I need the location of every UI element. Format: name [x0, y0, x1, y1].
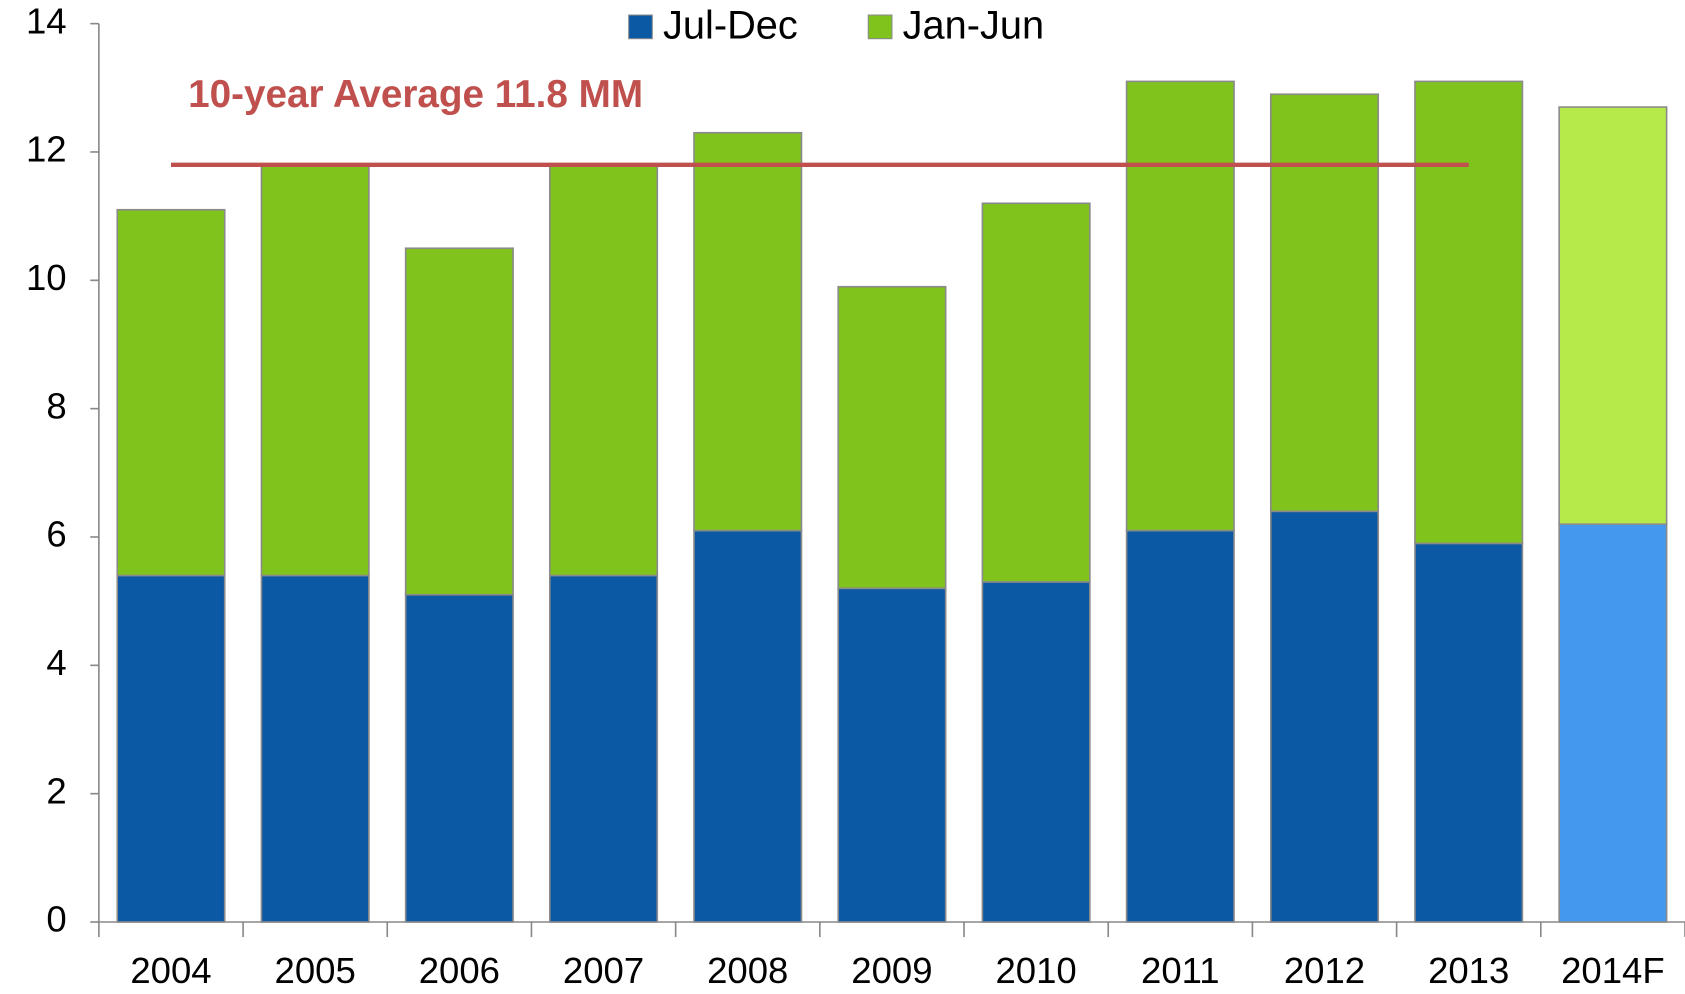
bar-segment	[260, 574, 370, 923]
bar-segment	[1558, 106, 1668, 525]
bar-segment	[549, 164, 659, 577]
y-tick-label: 6	[46, 514, 66, 555]
bar-segment	[116, 574, 226, 923]
bar-segment	[1269, 93, 1380, 513]
bar-segment	[1414, 80, 1524, 545]
x-tick-label: 2011	[1141, 950, 1220, 991]
x-tick-label: 2005	[275, 950, 356, 991]
average-label: 10-year Average 11.8 MM	[188, 73, 643, 116]
x-tick-label: 2009	[851, 950, 932, 991]
bar-segment	[116, 208, 226, 577]
bar-segment	[549, 574, 659, 923]
bar-segment	[404, 247, 514, 596]
bar-segment	[1125, 529, 1235, 923]
bar-segment	[693, 131, 803, 532]
x-tick-label: 2014F	[1561, 950, 1665, 991]
bar-segment	[837, 587, 947, 923]
bar-segment	[1414, 542, 1524, 923]
y-tick-label: 8	[46, 385, 66, 426]
x-tick-label: 2007	[563, 950, 644, 991]
bar-segment	[693, 529, 803, 923]
x-tick-label: 2008	[707, 950, 788, 991]
bar-segment	[1125, 80, 1235, 532]
y-tick-label: 4	[46, 642, 66, 683]
bar-segment	[260, 164, 370, 577]
bar-segment	[1269, 510, 1380, 923]
bar-segment	[837, 285, 947, 590]
x-tick-label: 2006	[419, 950, 500, 991]
y-tick-label: 14	[26, 0, 67, 41]
legend-swatch	[628, 14, 653, 40]
legend-label: Jul-Dec	[663, 3, 798, 47]
legend-swatch	[867, 14, 893, 40]
bar-segment	[1558, 523, 1668, 923]
x-tick-label: 2013	[1428, 950, 1509, 991]
bar-segment	[404, 593, 514, 923]
bar-segment	[981, 202, 1091, 583]
y-tick-label: 0	[46, 899, 66, 940]
x-tick-label: 2004	[130, 950, 211, 991]
legend-label: Jan-Jun	[903, 3, 1044, 47]
bar-segment	[981, 581, 1091, 923]
y-tick-label: 10	[26, 257, 67, 298]
y-tick-label: 2	[46, 770, 66, 811]
x-tick-label: 2012	[1284, 950, 1365, 991]
x-tick-label: 2010	[996, 950, 1077, 991]
y-tick-label: 12	[26, 129, 67, 170]
